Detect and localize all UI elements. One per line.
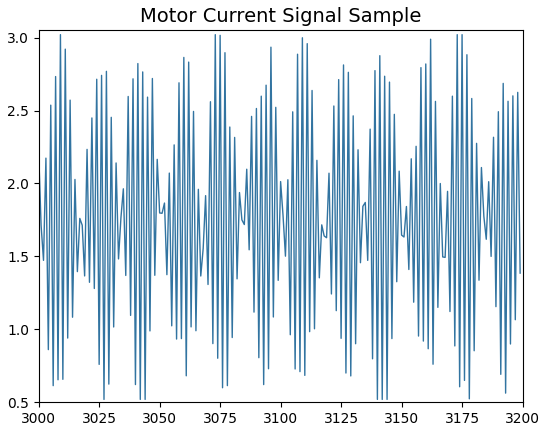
Title: Motor Current Signal Sample: Motor Current Signal Sample [140, 7, 421, 26]
